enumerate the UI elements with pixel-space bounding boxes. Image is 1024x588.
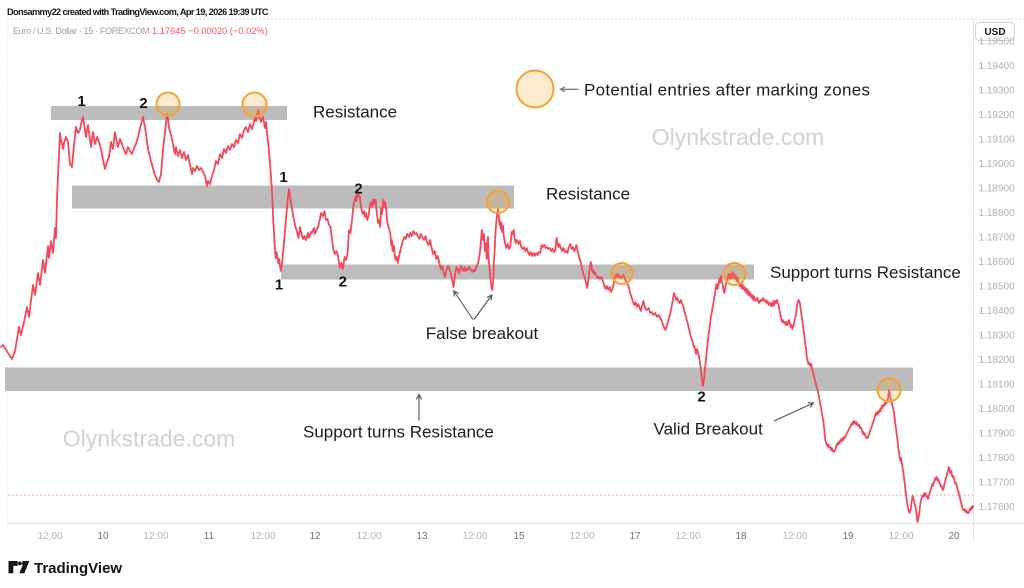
svg-text:Support turns Resistance: Support turns Resistance: [770, 263, 961, 282]
svg-text:1.18700: 1.18700: [979, 232, 1016, 243]
svg-text:19: 19: [842, 531, 854, 542]
svg-text:1.19100: 1.19100: [979, 135, 1016, 146]
svg-text:1: 1: [279, 169, 287, 186]
svg-text:2: 2: [697, 389, 705, 406]
svg-text:False breakout: False breakout: [426, 324, 539, 343]
svg-text:1.18600: 1.18600: [979, 257, 1016, 268]
svg-text:USD: USD: [984, 27, 1005, 38]
svg-text:1: 1: [275, 277, 283, 294]
svg-text:12:00: 12:00: [143, 531, 168, 542]
svg-text:1.19000: 1.19000: [979, 159, 1016, 170]
svg-text:Resistance: Resistance: [313, 103, 397, 122]
svg-text:1.17900: 1.17900: [979, 428, 1016, 439]
svg-text:Euro / U.S. Dollar · 15 · FORE: Euro / U.S. Dollar · 15 · FOREXCOM: [13, 26, 149, 36]
svg-text:2: 2: [139, 95, 147, 112]
svg-text:12:00: 12:00: [462, 531, 487, 542]
svg-text:13: 13: [416, 531, 428, 542]
svg-text:1.17600: 1.17600: [979, 502, 1016, 513]
svg-text:1: 1: [77, 93, 85, 110]
svg-text:12:00: 12:00: [782, 531, 807, 542]
svg-text:1.18200: 1.18200: [979, 355, 1016, 366]
svg-text:1.17800: 1.17800: [979, 453, 1016, 464]
svg-text:1.17700: 1.17700: [979, 477, 1016, 488]
svg-text:12:00: 12:00: [675, 531, 700, 542]
svg-text:1.19400: 1.19400: [979, 61, 1016, 72]
svg-text:Potential entries after markin: Potential entries after marking zones: [584, 81, 870, 100]
svg-text:12:00: 12:00: [888, 531, 913, 542]
svg-text:2: 2: [339, 274, 347, 291]
svg-text:17: 17: [629, 531, 641, 542]
svg-text:TradingView: TradingView: [34, 560, 122, 577]
svg-text:1.18900: 1.18900: [979, 183, 1016, 194]
svg-text:1.18500: 1.18500: [979, 281, 1016, 292]
svg-text:1.19200: 1.19200: [979, 110, 1016, 121]
svg-text:12:00: 12:00: [250, 531, 275, 542]
svg-text:12: 12: [309, 531, 321, 542]
svg-text:2: 2: [354, 181, 362, 198]
svg-text:Donsammy22 created with Tradin: Donsammy22 created with TradingView.com,…: [7, 7, 269, 17]
svg-text:Resistance: Resistance: [546, 185, 630, 204]
svg-text:Valid Breakout: Valid Breakout: [654, 420, 764, 439]
svg-text:12:00: 12:00: [37, 531, 62, 542]
svg-text:15: 15: [513, 531, 525, 542]
svg-text:11: 11: [204, 531, 215, 542]
svg-text:12:00: 12:00: [356, 531, 381, 542]
svg-text:18: 18: [735, 531, 747, 542]
svg-text:1.17645 −0.00020 (−0.02%): 1.17645 −0.00020 (−0.02%): [152, 26, 268, 36]
svg-text:1.18100: 1.18100: [979, 379, 1016, 390]
svg-text:1.19500: 1.19500: [979, 37, 1016, 48]
svg-text:1.18000: 1.18000: [979, 404, 1016, 415]
svg-text:1.18800: 1.18800: [979, 208, 1016, 219]
svg-text:12:00: 12:00: [569, 531, 594, 542]
svg-text:1.18400: 1.18400: [979, 306, 1016, 317]
svg-text:Olynkstrade.com: Olynkstrade.com: [63, 426, 236, 452]
svg-text:Olynkstrade.com: Olynkstrade.com: [652, 124, 825, 150]
svg-text:20: 20: [948, 531, 960, 542]
svg-text:1.18300: 1.18300: [979, 330, 1016, 341]
svg-text:10: 10: [97, 531, 109, 542]
svg-text:Support turns Resistance: Support turns Resistance: [303, 423, 494, 442]
svg-text:1.19300: 1.19300: [979, 86, 1016, 97]
